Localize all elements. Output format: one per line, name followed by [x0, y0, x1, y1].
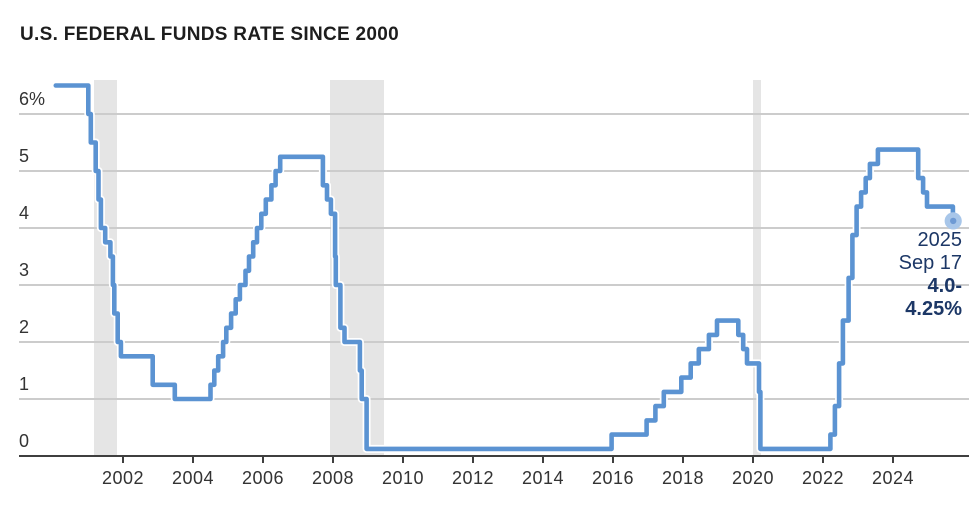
- x-axis-tick: [822, 457, 824, 463]
- x-axis-tick-label: 2004: [171, 467, 215, 488]
- y-axis-label: 5: [19, 146, 30, 166]
- gridline: [19, 284, 969, 286]
- x-axis-tick: [332, 457, 334, 463]
- gridline: [19, 113, 969, 115]
- x-axis-tick: [542, 457, 544, 463]
- x-axis-tick: [892, 457, 894, 463]
- annotation-range-line1: 4.0-: [927, 275, 962, 297]
- x-axis-line: [19, 454, 969, 457]
- x-axis-tick-label: 2022: [801, 467, 845, 488]
- rate-line: [53, 83, 956, 452]
- latest-value-annotation: 2025 Sep 17 4.0- 4.25%: [899, 229, 962, 321]
- end-dot-inner: [950, 217, 957, 225]
- recession-band: [753, 80, 761, 456]
- y-axis-label: 1: [19, 374, 30, 394]
- y-axis-label: 0: [19, 431, 30, 451]
- annotation-range-line2: 4.25%: [905, 298, 962, 320]
- gridline: [19, 227, 969, 229]
- gridline: [19, 398, 969, 400]
- x-axis-tick: [402, 457, 404, 463]
- rate-line-casing: [55, 81, 957, 453]
- x-axis-tick-label: 2024: [871, 467, 915, 488]
- gridline: [19, 341, 969, 343]
- x-axis-tick: [472, 457, 474, 463]
- x-axis-tick-label: 2016: [591, 467, 635, 488]
- x-axis-tick: [682, 457, 684, 463]
- x-axis-tick-label: 2008: [311, 467, 355, 488]
- y-axis-label: 4: [19, 203, 30, 223]
- y-axis-label: 3: [19, 260, 30, 280]
- x-axis-tick-label: 2018: [661, 467, 705, 488]
- x-axis-tick-label: 2002: [101, 467, 145, 488]
- y-axis-label: 6%: [19, 89, 46, 109]
- x-axis-tick: [752, 457, 754, 463]
- x-axis-tick-label: 2010: [381, 467, 425, 488]
- x-axis-tick-label: 2020: [731, 467, 775, 488]
- x-axis-tick: [612, 457, 614, 463]
- annotation-date: Sep 17: [898, 252, 962, 274]
- x-axis-tick-label: 2006: [241, 467, 285, 488]
- x-axis-tick-label: 2012: [451, 467, 495, 488]
- annotation-year: 2025: [917, 229, 963, 251]
- y-axis-label: 2: [19, 317, 30, 337]
- x-axis-tick: [192, 457, 194, 463]
- x-axis-tick-label: 2014: [521, 467, 565, 488]
- chart-title: U.S. FEDERAL FUNDS RATE SINCE 2000: [20, 24, 400, 45]
- x-axis-tick: [262, 457, 264, 463]
- gridline: [19, 170, 969, 172]
- x-axis-tick: [122, 457, 124, 463]
